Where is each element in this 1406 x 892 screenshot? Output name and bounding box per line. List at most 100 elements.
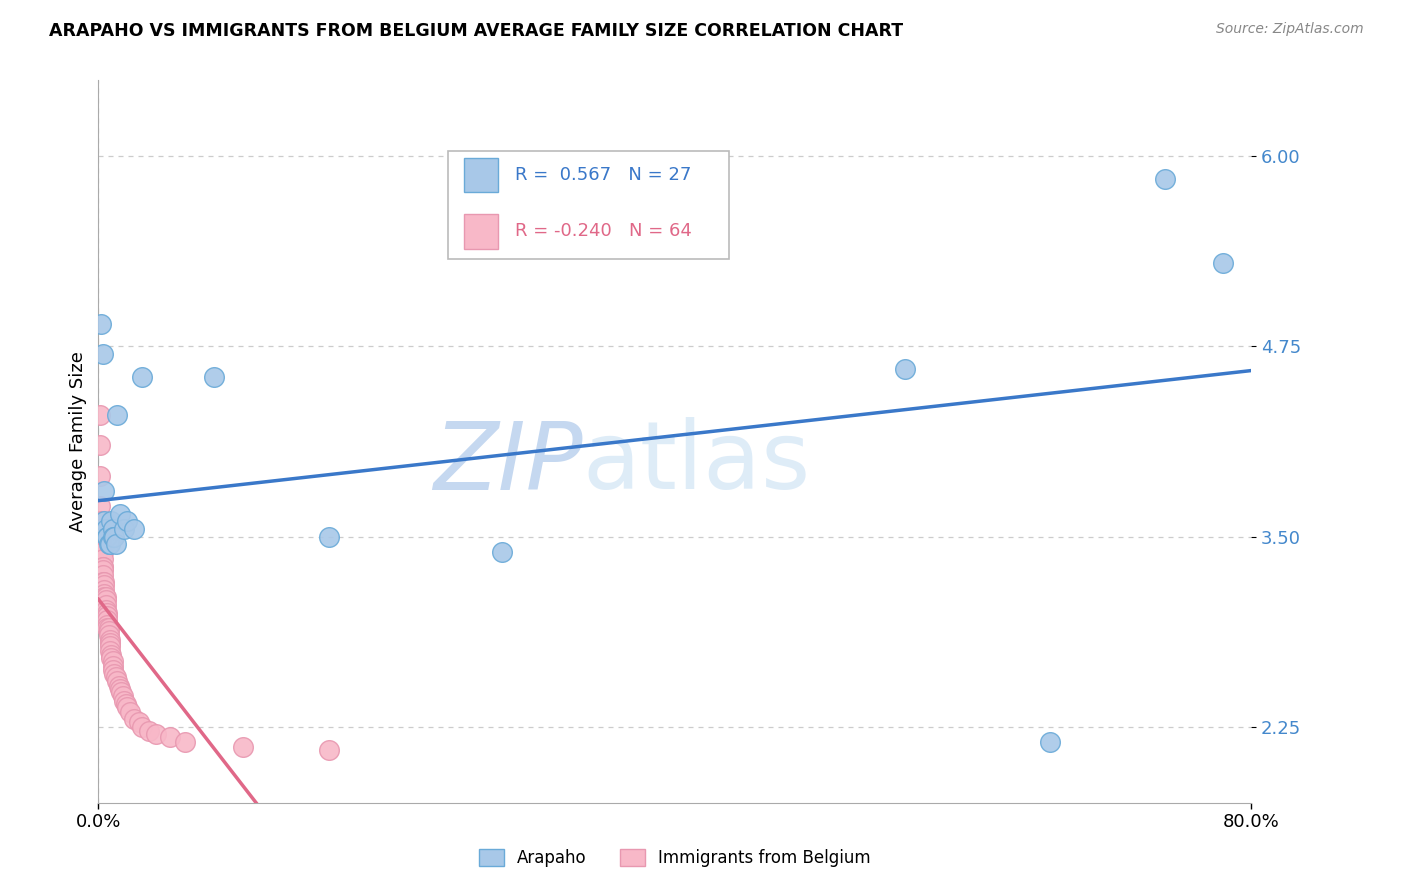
Point bbox=[318, 530, 340, 544]
Point bbox=[124, 712, 146, 726]
Point bbox=[145, 727, 167, 741]
Point bbox=[1039, 735, 1062, 749]
Point bbox=[96, 608, 118, 623]
Point bbox=[318, 742, 340, 756]
Point bbox=[90, 530, 112, 544]
Point bbox=[93, 578, 115, 592]
Text: R = -0.240   N = 64: R = -0.240 N = 64 bbox=[515, 222, 692, 240]
FancyBboxPatch shape bbox=[464, 214, 499, 249]
Point bbox=[90, 537, 112, 551]
Point bbox=[91, 575, 114, 590]
Text: R =  0.567   N = 27: R = 0.567 N = 27 bbox=[515, 166, 690, 184]
Point bbox=[93, 575, 115, 590]
Point bbox=[96, 530, 118, 544]
Point bbox=[90, 530, 112, 544]
Point bbox=[101, 530, 124, 544]
Point bbox=[91, 545, 114, 559]
Point bbox=[90, 515, 112, 529]
Point bbox=[96, 621, 118, 635]
Point bbox=[94, 522, 117, 536]
Text: ARAPAHO VS IMMIGRANTS FROM BELGIUM AVERAGE FAMILY SIZE CORRELATION CHART: ARAPAHO VS IMMIGRANTS FROM BELGIUM AVERA… bbox=[49, 22, 903, 40]
Point bbox=[101, 654, 124, 668]
Point bbox=[491, 545, 513, 559]
Point bbox=[117, 700, 139, 714]
Point bbox=[89, 408, 111, 422]
Point bbox=[108, 507, 131, 521]
Point bbox=[98, 639, 121, 653]
Point bbox=[94, 591, 117, 605]
Point bbox=[97, 621, 120, 635]
Point bbox=[104, 537, 127, 551]
Point bbox=[91, 563, 114, 577]
Point bbox=[104, 669, 127, 683]
Point bbox=[894, 362, 917, 376]
Y-axis label: Average Family Size: Average Family Size bbox=[69, 351, 87, 532]
Point bbox=[91, 560, 114, 574]
Text: atlas: atlas bbox=[582, 417, 811, 509]
Point bbox=[100, 515, 122, 529]
Text: Source: ZipAtlas.com: Source: ZipAtlas.com bbox=[1216, 22, 1364, 37]
Point bbox=[98, 636, 121, 650]
Point bbox=[100, 651, 122, 665]
Point bbox=[96, 606, 118, 620]
Point bbox=[90, 545, 112, 559]
Point bbox=[98, 633, 121, 648]
Point bbox=[128, 715, 150, 730]
Point bbox=[91, 560, 114, 574]
Point bbox=[97, 537, 120, 551]
Point bbox=[103, 666, 125, 681]
Point bbox=[114, 697, 136, 711]
Point bbox=[1154, 172, 1177, 186]
Point bbox=[93, 515, 115, 529]
Point bbox=[91, 567, 114, 582]
Point bbox=[159, 731, 181, 745]
Point bbox=[111, 690, 134, 704]
Point bbox=[91, 347, 114, 361]
Point bbox=[138, 724, 160, 739]
Point bbox=[105, 408, 128, 422]
Point bbox=[202, 370, 225, 384]
Point bbox=[100, 648, 122, 663]
Point bbox=[90, 317, 112, 331]
Point bbox=[131, 720, 153, 734]
Point bbox=[120, 705, 142, 719]
Point bbox=[94, 593, 117, 607]
Point bbox=[98, 537, 121, 551]
Point bbox=[93, 587, 115, 601]
Point bbox=[91, 552, 114, 566]
Point bbox=[93, 582, 115, 597]
Point bbox=[174, 735, 197, 749]
Point bbox=[96, 617, 118, 632]
Point bbox=[98, 643, 121, 657]
Point bbox=[97, 628, 120, 642]
Point bbox=[93, 483, 115, 498]
Point bbox=[105, 674, 128, 689]
Point bbox=[231, 739, 254, 754]
Point bbox=[93, 591, 115, 605]
Point bbox=[90, 522, 112, 536]
FancyBboxPatch shape bbox=[464, 158, 499, 193]
Point bbox=[89, 468, 111, 483]
Point bbox=[97, 624, 120, 638]
Point bbox=[112, 522, 135, 536]
Point bbox=[94, 602, 117, 616]
Point bbox=[108, 681, 131, 696]
Point bbox=[103, 530, 125, 544]
Point bbox=[101, 522, 124, 536]
Point bbox=[90, 537, 112, 551]
Point bbox=[101, 664, 124, 678]
Point bbox=[112, 694, 135, 708]
Legend: Arapaho, Immigrants from Belgium: Arapaho, Immigrants from Belgium bbox=[472, 842, 877, 874]
Point bbox=[117, 515, 139, 529]
Point bbox=[101, 659, 124, 673]
Text: ZIP: ZIP bbox=[433, 417, 582, 508]
Point bbox=[94, 598, 117, 612]
Point bbox=[89, 438, 111, 452]
Point bbox=[1212, 256, 1234, 270]
Point bbox=[131, 370, 153, 384]
FancyBboxPatch shape bbox=[447, 151, 730, 259]
Point bbox=[96, 613, 118, 627]
Point bbox=[110, 685, 132, 699]
Point bbox=[107, 679, 129, 693]
Point bbox=[96, 530, 118, 544]
